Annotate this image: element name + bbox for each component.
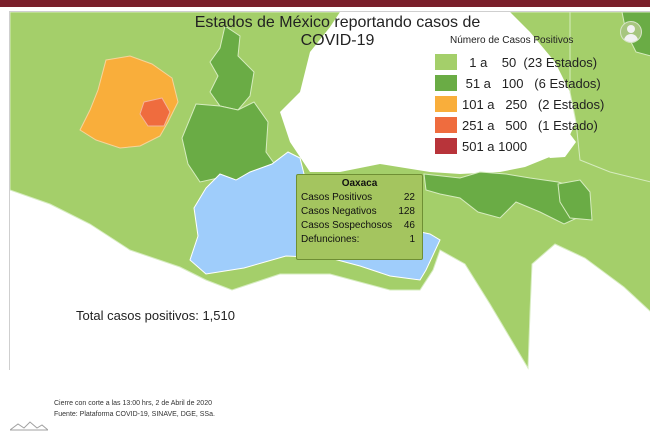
legend-heading: Número de Casos Positivos (450, 35, 574, 46)
legend-swatch (435, 117, 457, 133)
state-yucatan-lower[interactable] (542, 134, 576, 158)
tooltip-value: 1 (409, 234, 415, 245)
tooltip-value: 46 (403, 220, 415, 231)
user-avatar-head (627, 25, 635, 33)
state-tabasco-east[interactable] (557, 179, 593, 221)
tooltip-row: Casos Sospechosos 46 (301, 220, 415, 234)
state-coast-north[interactable] (569, 12, 650, 183)
tooltip-value: 22 (403, 192, 415, 203)
tooltip-label: Defunciones: (301, 234, 360, 245)
user-avatar-icon[interactable] (620, 21, 642, 43)
map-frame: Estados de México reportando casos de CO… (9, 11, 650, 370)
tooltip-state-name: Oaxaca (341, 178, 378, 189)
legend-label: 501 a 1000 (462, 138, 528, 154)
legend-swatch (435, 75, 457, 91)
legend-swatch (435, 138, 457, 154)
mountain-logo-icon (10, 421, 48, 431)
gulf-water (280, 12, 576, 174)
user-avatar-body (624, 34, 638, 42)
tooltip-label: Casos Positivos (301, 192, 373, 203)
legend-label: 1 a 50 (23 Estados) (462, 54, 598, 70)
legend-item-1[interactable]: 1 a 50 (23 Estados) (435, 52, 597, 72)
legend-item-5[interactable]: 501 a 1000 (435, 136, 527, 156)
tooltip-value: 128 (398, 206, 415, 217)
legend-item-4[interactable]: 251 a 500 (1 Estado) (435, 115, 598, 135)
total-cases: Total casos positivos: 1,510 (76, 308, 235, 323)
tooltip-row: Casos Positivos 22 (301, 192, 415, 206)
legend-item-3[interactable]: 101 a 250 (2 Estados) (435, 94, 604, 114)
state-tooltip: Oaxaca Casos Positivos 22 Casos Negativo… (296, 174, 423, 260)
legend-label: 51 a 100 (6 Estados) (462, 75, 601, 91)
state-cdmx[interactable] (139, 97, 171, 127)
tooltip-row: Defunciones: 1 (301, 234, 415, 248)
tooltip-label: Casos Sospechosos (301, 220, 393, 231)
legend-item-2[interactable]: 51 a 100 (6 Estados) (435, 73, 601, 93)
state-chiapas[interactable] (423, 171, 591, 225)
map-title: Estados de México reportando casos de CO… (194, 14, 481, 49)
legend-label: 101 a 250 (2 Estados) (462, 96, 605, 112)
legend-swatch (435, 54, 457, 70)
tooltip-row: Casos Negativos 128 (301, 206, 415, 220)
legend-swatch (435, 96, 457, 112)
source-note: Fuente: Plataforma COVID-19, SINAVE, DGE… (54, 411, 215, 418)
cutoff-note: Cierre con corte a las 13:00 hrs, 2 de A… (54, 400, 212, 407)
header-bar (0, 0, 650, 7)
legend-label: 251 a 500 (1 Estado) (462, 117, 598, 133)
tooltip-label: Casos Negativos (301, 206, 377, 217)
